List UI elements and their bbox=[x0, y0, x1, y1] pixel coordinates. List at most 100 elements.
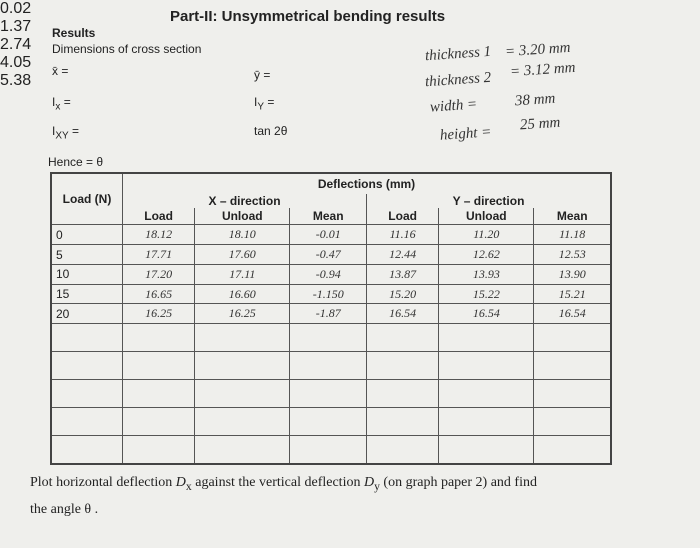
empty-cell bbox=[194, 435, 291, 465]
side-values: 0.02 1.37 2.74 4.05 5.38 bbox=[0, 0, 700, 90]
empty-cell bbox=[121, 407, 196, 437]
empty-cell bbox=[194, 323, 291, 353]
ixy: IXY = bbox=[52, 124, 79, 141]
empty-cell bbox=[366, 407, 440, 437]
cell: 17.20 bbox=[121, 263, 196, 285]
tan: tan 2θ bbox=[254, 124, 288, 138]
cell: 11.18 bbox=[533, 224, 612, 246]
note-label: width = bbox=[429, 96, 478, 116]
empty-cell bbox=[121, 351, 196, 381]
data-row: 10 17.20 17.11 -0.94 13.87 13.93 13.90 bbox=[50, 263, 612, 285]
empty-cell bbox=[533, 323, 612, 353]
xbar: x̄ = bbox=[52, 64, 69, 78]
cell: 16.54 bbox=[366, 303, 440, 325]
sub: y bbox=[374, 479, 380, 493]
empty-cell bbox=[194, 351, 291, 381]
cell: 13.90 bbox=[533, 263, 612, 285]
empty-cell bbox=[366, 435, 440, 465]
cell: 16.54 bbox=[533, 303, 612, 325]
text: (on graph paper 2) and find bbox=[383, 475, 537, 490]
cell: 15.21 bbox=[533, 283, 612, 305]
cell: 16.25 bbox=[194, 303, 291, 325]
cell: -1.87 bbox=[289, 303, 368, 325]
cell: 11.20 bbox=[438, 224, 535, 246]
empty-cell bbox=[50, 407, 123, 437]
empty-cell bbox=[438, 435, 535, 465]
sub: XY bbox=[55, 130, 69, 142]
sym: I bbox=[52, 95, 56, 109]
load-header: Load (N) bbox=[50, 172, 123, 226]
cell: 11.16 bbox=[366, 224, 440, 246]
empty-row bbox=[50, 407, 612, 437]
direction-row: X – direction Y – direction bbox=[51, 193, 612, 209]
empty-cell bbox=[289, 379, 368, 409]
cell: 12.44 bbox=[366, 244, 440, 265]
cell: 16.25 bbox=[121, 303, 196, 325]
empty-cell bbox=[533, 379, 612, 409]
footer-line2: the angle θ . bbox=[30, 502, 99, 517]
var: D bbox=[363, 475, 375, 490]
y-header: Y – direction bbox=[366, 193, 612, 209]
sub-header: Mean bbox=[289, 208, 368, 226]
sub-header: Load bbox=[366, 208, 440, 226]
var: D bbox=[175, 475, 186, 490]
empty-cell bbox=[289, 351, 368, 381]
deflections-header: Deflections (mm) bbox=[122, 172, 612, 194]
data-row: 20 16.25 16.25 -1.87 16.54 16.54 16.54 bbox=[50, 303, 612, 325]
sym: I bbox=[254, 95, 258, 109]
sub-header-row: Load Unload Mean Load Unload Mean bbox=[51, 208, 612, 226]
empty-cell bbox=[366, 323, 440, 353]
empty-cell bbox=[438, 407, 535, 437]
empty-cell bbox=[194, 407, 291, 437]
side-value: 0.02 bbox=[0, 0, 32, 17]
x-header: X – direction bbox=[121, 193, 368, 209]
eq: = bbox=[72, 124, 80, 138]
eq: = bbox=[267, 95, 275, 109]
empty-row bbox=[50, 351, 612, 381]
empty-cell bbox=[121, 323, 196, 353]
data-row: 5 17.71 17.60 -0.47 12.44 12.62 12.53 bbox=[50, 244, 612, 265]
empty-cell bbox=[50, 323, 123, 353]
cell: -0.47 bbox=[289, 244, 368, 265]
empty-cell bbox=[50, 435, 123, 465]
cell: -1.150 bbox=[289, 283, 368, 305]
cell: 18.10 bbox=[194, 224, 291, 246]
empty-cell bbox=[533, 407, 612, 437]
side-value: 2.74 bbox=[0, 36, 32, 53]
load-cell: 20 bbox=[50, 303, 123, 325]
cell: 17.71 bbox=[121, 244, 196, 265]
empty-cell bbox=[121, 435, 196, 465]
note-value: 38 mm bbox=[514, 90, 556, 110]
empty-cell bbox=[533, 435, 612, 465]
cell: -0.94 bbox=[289, 263, 368, 285]
note-value: 25 mm bbox=[519, 114, 561, 134]
sub-header: Load bbox=[121, 208, 196, 226]
empty-row bbox=[50, 323, 612, 353]
side-value: 4.05 bbox=[0, 54, 32, 71]
side-value: 5.38 bbox=[0, 72, 32, 89]
load-cell: 15 bbox=[50, 283, 123, 305]
data-row: 0 18.12 18.10 -0.01 11.16 11.20 11.18 bbox=[50, 224, 612, 246]
sub: x bbox=[185, 479, 192, 493]
note-label: height = bbox=[439, 124, 492, 144]
sub-header: Unload bbox=[438, 208, 535, 226]
empty-cell bbox=[194, 379, 291, 409]
cell: 16.65 bbox=[121, 283, 196, 305]
empty-cell bbox=[533, 351, 612, 381]
cell: 17.11 bbox=[194, 263, 291, 285]
sym: I bbox=[52, 124, 56, 138]
empty-cell bbox=[121, 379, 196, 409]
ix: Ix = bbox=[52, 95, 71, 112]
subtitle: Dimensions of cross section bbox=[52, 42, 202, 56]
load-cell: 10 bbox=[50, 263, 123, 285]
footer-line1: Plot horizontal deflection Dx against th… bbox=[30, 475, 537, 493]
empty-cell bbox=[289, 435, 368, 465]
sub-header: Mean bbox=[533, 208, 612, 226]
data-row: 15 16.65 16.60 -1.150 15.20 15.22 15.21 bbox=[50, 283, 612, 305]
empty-cell bbox=[366, 379, 440, 409]
ybar: ȳ = bbox=[254, 68, 271, 82]
title: Part-II: Unsymmetrical bending results bbox=[170, 8, 446, 25]
load-cell: 0 bbox=[50, 224, 123, 246]
empty-cell bbox=[438, 323, 535, 353]
